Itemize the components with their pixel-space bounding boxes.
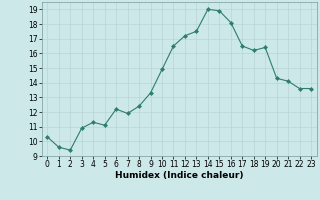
X-axis label: Humidex (Indice chaleur): Humidex (Indice chaleur) — [115, 171, 244, 180]
